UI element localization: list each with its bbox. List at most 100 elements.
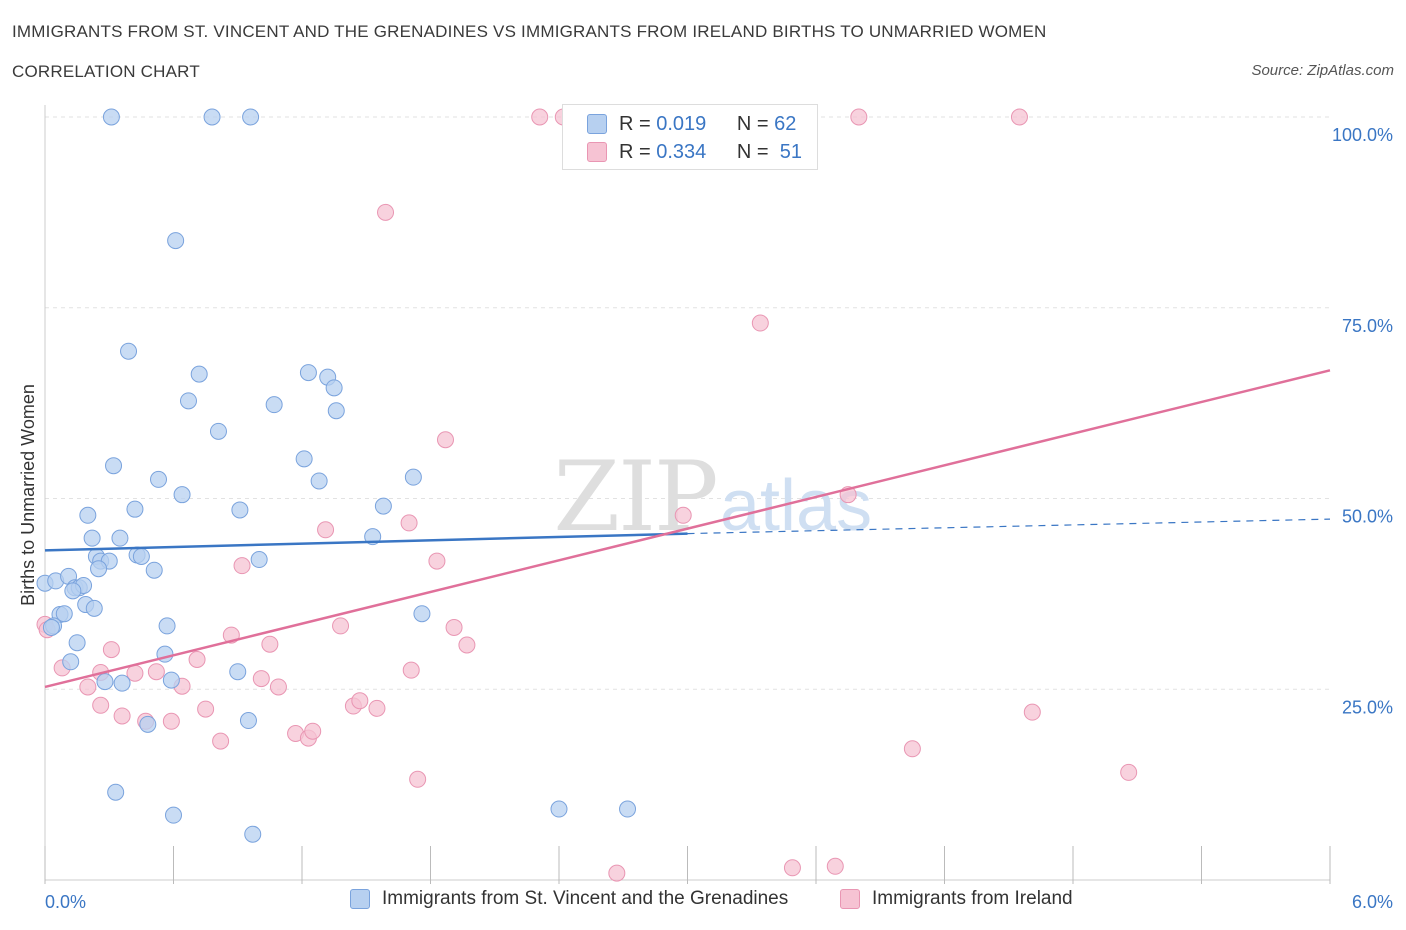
x-tick-label-min: 0.0%: [45, 892, 86, 912]
ireland-point: [783, 859, 801, 877]
ireland-point: [332, 617, 350, 635]
ireland-point: [351, 692, 369, 710]
legend-row-st-vincent: R = 0.019 N = 62: [587, 110, 796, 138]
legend-n-label: N =: [736, 140, 769, 163]
st-vincent-point: [404, 468, 422, 486]
axes: [44, 105, 1331, 884]
ireland-point: [304, 722, 322, 740]
ireland-point: [377, 203, 395, 221]
legend-swatch-ireland: [587, 142, 607, 162]
st-vincent-point: [203, 108, 221, 126]
legend-r-label: R =: [619, 112, 651, 135]
st-vincent-point: [231, 501, 249, 519]
st-vincent-point: [42, 618, 60, 636]
ireland-point: [428, 552, 446, 570]
legend-n-value-st-vincent: 62: [774, 112, 797, 135]
st-vincent-point: [190, 365, 208, 383]
ireland-point: [608, 864, 626, 882]
st-vincent-point: [132, 547, 150, 565]
y-axis-label: Births to Unmarried Women: [18, 384, 38, 606]
st-vincent-point: [229, 663, 247, 681]
ireland-point: [751, 314, 769, 332]
ireland-point: [233, 557, 251, 575]
st-vincent-point: [62, 653, 80, 671]
st-vincent-point: [55, 605, 73, 623]
legend-row-ireland: R = 0.334 N = 51: [587, 138, 802, 166]
ireland-point: [261, 635, 279, 653]
legend-label-ireland: Immigrants from Ireland: [872, 888, 1073, 909]
watermark-atlas: atlas: [720, 466, 872, 546]
ireland-point: [850, 108, 868, 126]
y-tick-label: 75.0%: [1342, 316, 1393, 336]
st-vincent-point: [239, 712, 257, 730]
ireland-point: [212, 732, 230, 750]
st-vincent-point: [374, 497, 392, 515]
ireland-point: [826, 857, 844, 875]
ireland-point: [197, 700, 215, 718]
st-vincent-point: [265, 396, 283, 414]
legend-item-ireland: Immigrants from Ireland: [840, 888, 1073, 910]
y-tick-label: 100.0%: [1332, 125, 1393, 145]
st-vincent-point: [413, 605, 431, 623]
legend-n-value-ireland: 51: [779, 140, 802, 163]
ireland-point: [188, 650, 206, 668]
st-vincent-point: [111, 529, 129, 547]
st-vincent-point: [79, 506, 97, 524]
legend-label-st-vincent: Immigrants from St. Vincent and the Gren…: [382, 888, 789, 909]
legend-swatch-ireland: [840, 889, 860, 909]
st-vincent-point: [68, 634, 86, 652]
grid-lines: [45, 116, 1330, 690]
ireland-point: [269, 678, 287, 696]
st-vincent-point: [310, 472, 328, 490]
legend-r-value-st-vincent: 0.019: [656, 112, 707, 135]
st-vincent-point: [179, 392, 197, 410]
st-vincent-point: [162, 671, 180, 689]
correlation-legend: R = 0.019 N = 62 R = 0.334 N = 51: [562, 104, 818, 170]
st-vincent-point: [145, 561, 163, 579]
chart-subtitle: CORRELATION CHART: [12, 62, 200, 81]
series-legend: Immigrants from St. Vincent and the Gren…: [0, 888, 1406, 918]
legend-swatch-st-vincent: [350, 889, 370, 909]
st-vincent-point: [327, 402, 345, 420]
ireland-point: [92, 696, 110, 714]
series-ireland-points: [36, 108, 1138, 882]
st-vincent-point: [250, 551, 268, 569]
ireland-point: [113, 707, 131, 725]
ireland-point: [1120, 763, 1138, 781]
st-vincent-point: [299, 364, 317, 382]
y-tick-label: 50.0%: [1342, 507, 1393, 527]
ireland-point: [445, 618, 463, 636]
ireland-point: [409, 770, 427, 788]
legend-item-st-vincent: Immigrants from St. Vincent and the Gren…: [350, 888, 788, 910]
legend-r-label: R =: [619, 140, 651, 163]
st-vincent-point: [102, 108, 120, 126]
legend-swatch-st-vincent: [587, 114, 607, 134]
st-vincent-point: [325, 379, 343, 397]
ireland-point: [531, 108, 549, 126]
st-vincent-point: [90, 560, 108, 578]
st-vincent-point: [295, 450, 313, 468]
st-vincent-point: [242, 108, 260, 126]
st-vincent-point: [107, 783, 125, 801]
y-tick-label: 25.0%: [1342, 697, 1393, 717]
st-vincent-point: [126, 500, 144, 518]
st-vincent-point: [113, 674, 131, 692]
st-vincent-point: [167, 232, 185, 250]
series-st-vincent-points: [36, 108, 637, 843]
legend-r-value-ireland: 0.334: [656, 140, 707, 163]
st-vincent-point: [85, 599, 103, 617]
st-vincent-point: [139, 715, 157, 733]
st-vincent-point: [96, 673, 114, 691]
chart-title: IMMIGRANTS FROM ST. VINCENT AND THE GREN…: [12, 22, 1047, 41]
st-vincent-point: [120, 342, 138, 360]
st-vincent-point: [244, 825, 262, 843]
ireland-point: [317, 521, 335, 539]
ireland-point: [368, 699, 386, 717]
axis-labels: 100.0% 75.0% 50.0% 25.0% 0.0% 6.0%: [45, 125, 1393, 912]
legend-n-label: N =: [736, 112, 769, 135]
ireland-point: [1023, 703, 1041, 721]
ireland-point: [102, 641, 120, 659]
st-vincent-point: [165, 806, 182, 824]
st-vincent-point: [158, 617, 176, 635]
trend-lines: [44, 369, 1331, 689]
